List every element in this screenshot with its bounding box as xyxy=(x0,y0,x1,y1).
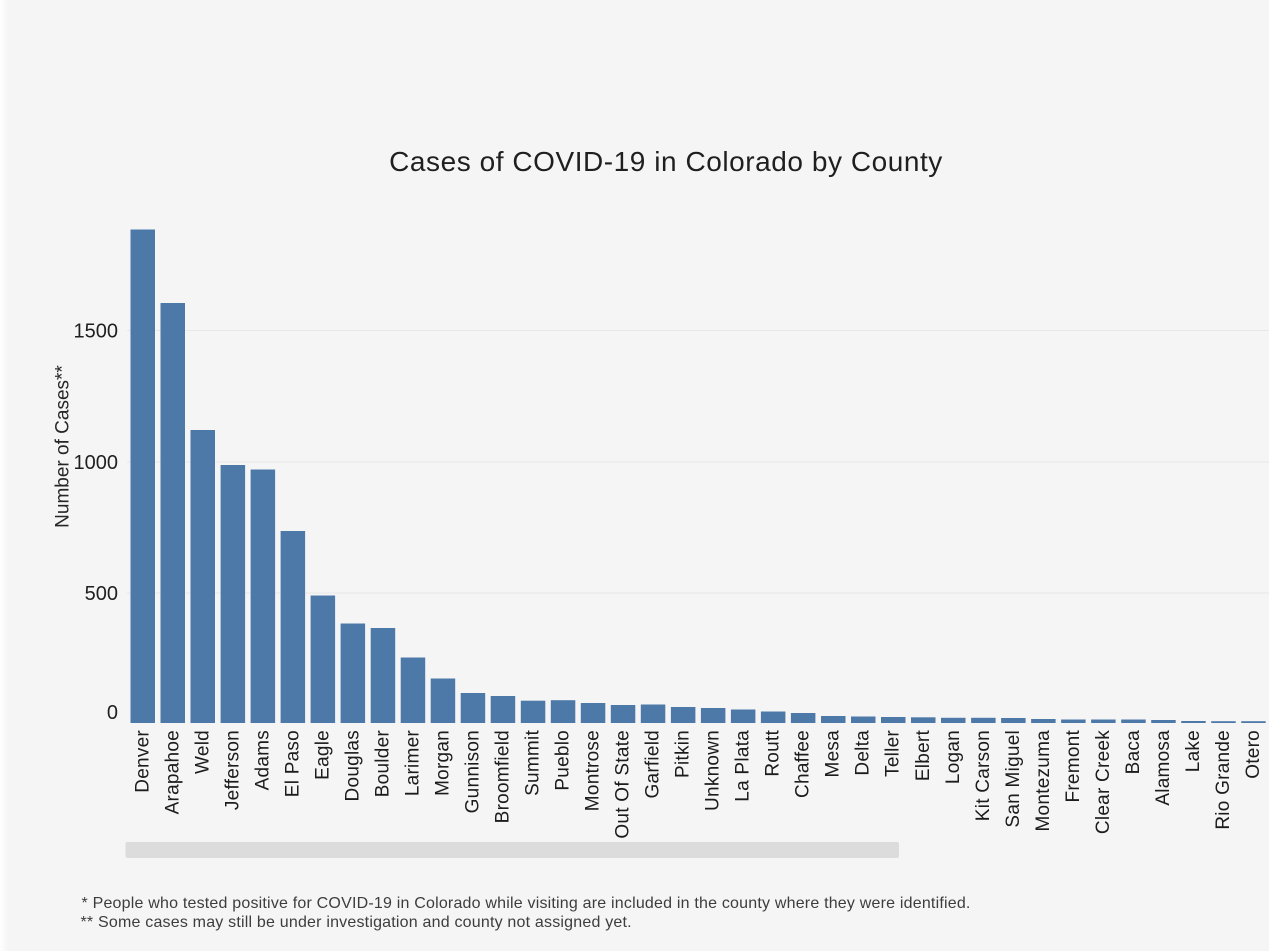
svg-text:Unknown: Unknown xyxy=(703,730,724,811)
svg-text:Logan: Logan xyxy=(943,730,964,784)
svg-text:Arapahoe: Arapahoe xyxy=(162,730,183,814)
svg-text:Number of Cases**: Number of Cases** xyxy=(53,365,74,528)
svg-text:Summit: Summit xyxy=(523,730,544,796)
svg-text:Kit Carson: Kit Carson xyxy=(973,730,994,821)
svg-text:** Some cases may still be und: ** Some cases may still be under investi… xyxy=(81,914,632,931)
svg-text:* People who tested positive f: * People who tested positive for COVID-1… xyxy=(82,895,971,912)
svg-text:Weld: Weld xyxy=(192,730,213,774)
svg-text:Pitkin: Pitkin xyxy=(673,730,694,778)
svg-text:Out Of State: Out Of State xyxy=(613,730,634,839)
svg-text:Cases of COVID-19 in Colorado: Cases of COVID-19 in Colorado by County xyxy=(389,146,943,177)
svg-text:1000: 1000 xyxy=(74,452,119,474)
svg-text:Routt: Routt xyxy=(763,730,784,777)
svg-text:Gunnison: Gunnison xyxy=(463,730,484,813)
svg-text:Morgan: Morgan xyxy=(432,730,453,796)
svg-text:Douglas: Douglas xyxy=(342,730,363,801)
svg-text:Delta: Delta xyxy=(853,730,874,776)
svg-text:Fremont: Fremont xyxy=(1063,730,1084,803)
svg-text:Montezuma: Montezuma xyxy=(1033,730,1054,832)
svg-text:Denver: Denver xyxy=(132,730,153,793)
svg-text:Clear Creek: Clear Creek xyxy=(1093,730,1114,834)
svg-text:Rio Grande: Rio Grande xyxy=(1213,730,1234,830)
svg-text:Elbert: Elbert xyxy=(913,730,934,782)
svg-text:Montrose: Montrose xyxy=(583,730,604,811)
svg-text:Eagle: Eagle xyxy=(312,730,333,780)
svg-text:Baca: Baca xyxy=(1123,730,1144,774)
svg-text:Boulder: Boulder xyxy=(372,730,393,798)
svg-text:Lake: Lake xyxy=(1183,730,1204,772)
svg-text:Garfield: Garfield xyxy=(643,730,664,799)
svg-text:El Paso: El Paso xyxy=(282,730,303,797)
svg-text:0: 0 xyxy=(107,702,118,724)
svg-text:Larimer: Larimer xyxy=(402,730,423,797)
svg-text:Broomfield: Broomfield xyxy=(493,730,514,823)
svg-text:1500: 1500 xyxy=(74,321,119,343)
svg-text:San Miguel: San Miguel xyxy=(1003,730,1024,828)
svg-text:Adams: Adams xyxy=(252,730,273,790)
svg-text:Teller: Teller xyxy=(883,730,904,777)
svg-text:Alamosa: Alamosa xyxy=(1153,730,1174,806)
svg-text:Chaffee: Chaffee xyxy=(793,730,814,798)
svg-text:La Plata: La Plata xyxy=(733,730,754,802)
svg-text:500: 500 xyxy=(85,583,118,605)
svg-text:Jefferson: Jefferson xyxy=(222,730,243,810)
svg-text:Mesa: Mesa xyxy=(823,730,844,778)
svg-text:Otero: Otero xyxy=(1243,730,1264,779)
svg-text:Pueblo: Pueblo xyxy=(553,730,574,791)
